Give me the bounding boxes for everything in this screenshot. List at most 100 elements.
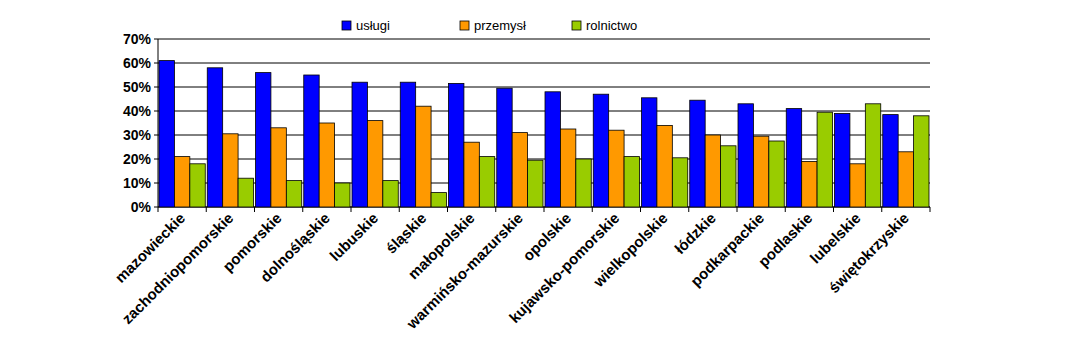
bar [609,130,624,207]
bar [576,159,591,207]
y-tick [154,63,158,64]
bar [367,121,382,207]
y-tick-label: 40% [123,103,152,119]
bar [672,158,687,207]
bar [449,83,464,207]
x-tick-label: łódzkie [671,209,719,257]
chart: 0%10%20%30%40%50%60%70%mazowieckiezachod… [0,0,1073,363]
bar [769,141,784,207]
bar [352,82,367,207]
bar [271,128,286,207]
x-tick [592,207,593,212]
y-tick-label: 70% [123,31,152,47]
x-tick-label: lubuskie [326,209,381,264]
bar [416,106,431,207]
bar [304,75,319,207]
bar [817,112,832,207]
x-tick [495,207,496,212]
x-tick [785,207,786,212]
bar [464,142,479,207]
bar [883,115,898,207]
bars [159,61,929,207]
x-tick-label: podkarpackie [687,209,767,289]
y-tick-label: 60% [123,55,152,71]
bar [865,104,880,207]
bar [286,181,301,207]
y-tick [154,135,158,136]
x-tick [737,207,738,212]
legend-label: rolnictwo [586,18,637,33]
bar [850,164,865,207]
bar [159,61,174,207]
bar [560,129,575,207]
bar [624,157,639,207]
bar [593,94,608,207]
bar [753,136,768,207]
legend-label: usługi [356,18,390,33]
bar [690,100,705,207]
x-tick-label: dolnośląskie [257,209,333,285]
bar [512,133,527,207]
bar [335,183,350,207]
y-tick [154,183,158,184]
x-tick [351,207,352,212]
y-tick-label: 0% [131,199,152,215]
x-tick-label: świętokrzyskie [825,209,912,296]
bar [497,88,512,207]
bar [431,193,446,207]
x-tick [447,207,448,212]
y-tick-label: 10% [123,175,152,191]
legend-swatch [342,21,351,30]
x-tick [544,207,545,212]
x-tick [833,207,834,212]
bar [545,92,560,207]
x-tick [399,207,400,212]
grid-line [158,39,930,40]
x-tick [640,207,641,212]
grid-line [158,111,930,112]
bar [207,68,222,207]
y-tick [154,111,158,112]
y-tick [154,159,158,160]
bar [223,134,238,207]
x-tick [688,207,689,212]
bar [802,161,817,207]
bar [642,98,657,207]
legend-swatch [460,21,469,30]
y-tick [154,87,158,88]
bar [898,152,913,207]
x-tick-label: śląskie [382,209,429,256]
bar [721,146,736,207]
grid-line [158,63,930,64]
x-tick [158,207,159,212]
x-tick [930,207,931,212]
y-tick [154,39,158,40]
y-tick-label: 20% [123,151,152,167]
bar [238,178,253,207]
bar [479,157,494,207]
bar [835,113,850,207]
x-tick [881,207,882,212]
bar [319,123,334,207]
bar [256,73,271,207]
x-tick [254,207,255,212]
x-tick-label: podlaskie [755,209,816,270]
y-tick-label: 50% [123,79,152,95]
x-tick-label: zachodniopomorskie [118,209,236,327]
bar [174,157,189,207]
bar [190,164,205,207]
y-tick [154,207,158,208]
legend-swatch [572,21,581,30]
bar [705,135,720,207]
bar [383,181,398,207]
bar [400,82,415,207]
y-tick-label: 30% [123,127,152,143]
legend-label: przemysł [474,18,526,33]
x-tick [206,207,207,212]
y-axis [158,39,159,207]
x-tick [302,207,303,212]
grid-line [158,87,930,88]
bar [738,104,753,207]
bar [786,109,801,207]
x-tick-label: wielkopolskie [589,209,671,291]
